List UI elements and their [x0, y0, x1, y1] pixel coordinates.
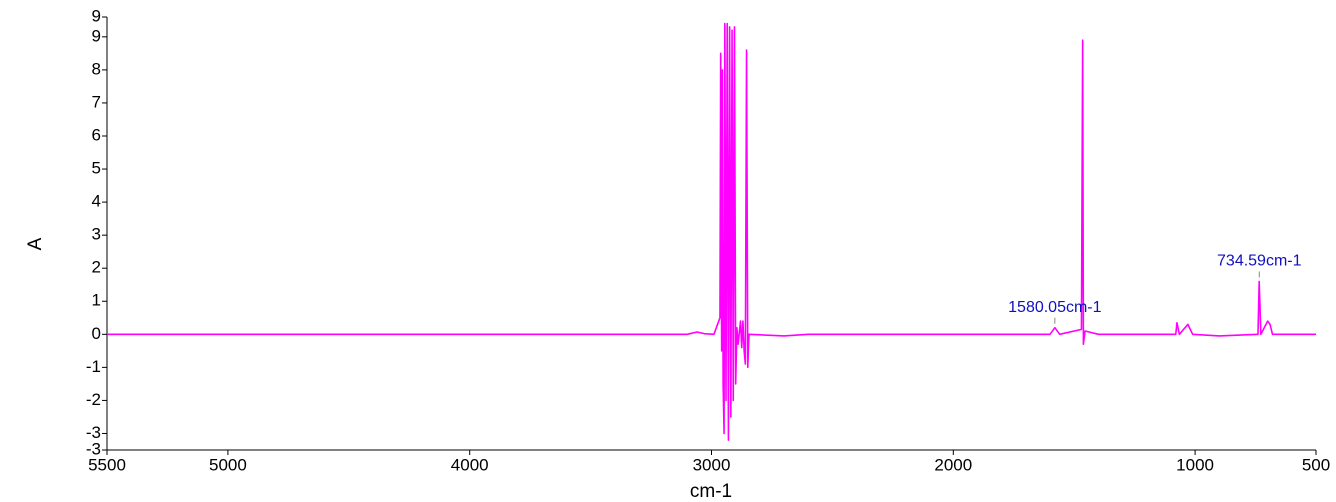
y-tick-label: 3 [92, 225, 101, 244]
x-tick-label: 5500 [88, 455, 126, 474]
x-tick-label: 5000 [209, 455, 247, 474]
y-tick-label: 0 [92, 324, 101, 343]
y-tick-label: 9 [92, 26, 101, 45]
x-axis-label: cm-1 [690, 481, 732, 502]
x-tick-label: 3000 [693, 455, 731, 474]
x-tick-label: 4000 [451, 455, 489, 474]
y-axis-label: A [25, 237, 46, 250]
y-tick-label: 8 [92, 59, 101, 78]
annotation: 1580.05cm-1 [1008, 299, 1101, 316]
y-tick-label: 1 [92, 291, 101, 310]
y-tick-label: 5 [92, 159, 101, 178]
y-tick-label: 9 [92, 6, 101, 25]
x-tick-label: 2000 [934, 455, 972, 474]
y-tick-label: -3 [86, 439, 101, 458]
y-tick-label: 6 [92, 125, 101, 144]
y-tick-label: -3 [86, 423, 101, 442]
x-tick-label: 500 [1302, 455, 1330, 474]
y-tick-label: 4 [92, 192, 101, 211]
x-tick-label: 1000 [1176, 455, 1214, 474]
y-tick-label: -1 [86, 357, 101, 376]
y-tick-label: 7 [92, 92, 101, 111]
y-tick-label: -2 [86, 390, 101, 409]
y-tick-label: 2 [92, 258, 101, 277]
annotation: 734.59cm-1 [1217, 253, 1302, 270]
spectrum-line [107, 22, 1316, 441]
